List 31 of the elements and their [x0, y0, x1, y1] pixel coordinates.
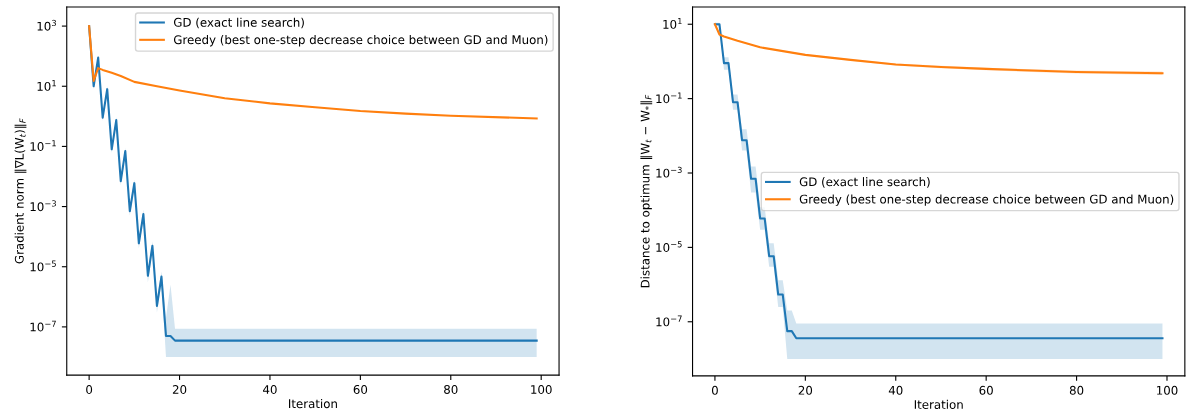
legend-label: GD (exact line search) [173, 17, 304, 29]
x-tick-label: 20 [172, 385, 187, 394]
y-tick-label: 10$^{−1}$ [30, 140, 56, 151]
x-tick-label: 40 [263, 385, 277, 394]
y-tick-label: 10$^{−5}$ [30, 260, 56, 272]
legend-label: Greedy (best one-step decrease choice between GD and Muon) [173, 34, 548, 47]
y-tick-label: 10$^{−1}$ [656, 92, 682, 104]
x-axis-title: Iteration [914, 399, 963, 409]
legend-label: GD (exact line search) [799, 177, 930, 188]
x-tick-label: 60 [979, 385, 993, 395]
x-tick-label: 80 [444, 385, 458, 394]
y-tick-label: 10$^{3}$ [37, 19, 56, 31]
x-tick-label: 80 [1069, 385, 1084, 395]
y-tick-label: 10$^{1}$ [663, 18, 682, 29]
y-axis-title: Gradient norm ‖∇L(W$_{t}$)‖$_{F}$ [14, 118, 27, 264]
y-tick-label: 10$^{−3}$ [656, 166, 682, 178]
x-tick-label: 100 [531, 385, 552, 394]
x-tick-label: 40 [888, 385, 903, 395]
y-tick-label: 10$^{−7}$ [656, 315, 682, 327]
x-tick-label: 0 [86, 385, 93, 394]
y-tick-label: 10$^{−5}$ [656, 241, 682, 252]
y-axis-title: Distance to optimum ‖W$_{t}$ − W$_{*}$‖$_{F}$ [640, 94, 653, 288]
y-tick-label: 10$^{1}$ [37, 80, 56, 91]
y-tick-label: 10$^{−7}$ [30, 320, 56, 332]
legend-label: Greedy (best one-step decrease choice between GD and Muon) [799, 194, 1174, 206]
y-tick-label: 10$^{−3}$ [30, 200, 56, 212]
x-axis-title: Iteration [289, 399, 337, 409]
x-tick-label: 0 [711, 385, 718, 395]
x-tick-label: 100 [1157, 385, 1178, 395]
x-tick-label: 60 [353, 385, 368, 394]
x-tick-label: 20 [798, 385, 813, 395]
